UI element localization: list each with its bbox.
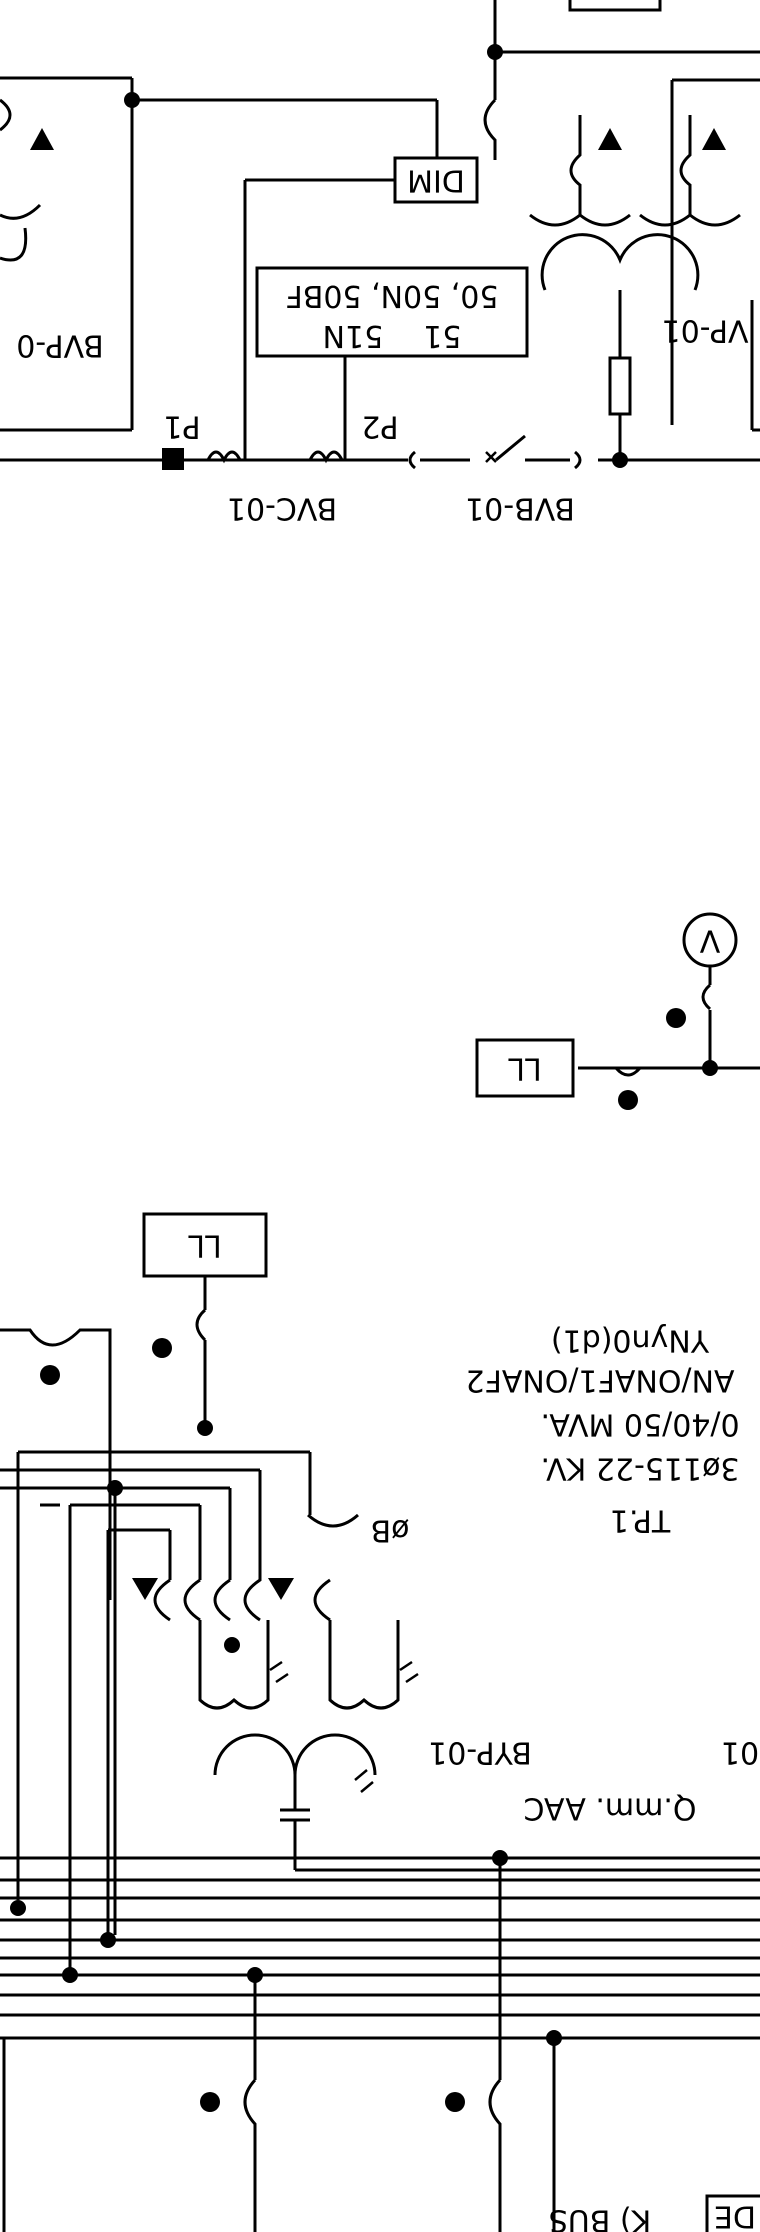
tp-title: TP.1 — [610, 1503, 671, 1538]
phase-b-label: øB — [371, 1513, 410, 1548]
bus-label: K) BUS — [549, 2203, 652, 2232]
bvp-top-left-label: BVP-0 — [16, 328, 104, 363]
dim-meter-box — [393, 156, 479, 204]
bvp-bottom-label: BYP-01 — [428, 1735, 532, 1770]
ll-lower-label: LL — [188, 1228, 222, 1263]
ll-upper-label: LL — [508, 1051, 542, 1086]
dim-label: DIM — [407, 163, 465, 198]
voltmeter-section: V LL — [475, 912, 760, 1110]
bvb-label: BVB-01 — [465, 491, 575, 526]
p1-terminal — [162, 448, 184, 470]
de-box-label: DE — [714, 2199, 756, 2232]
ll-lower-box — [142, 1212, 268, 1278]
tp-cooling: AN/ONAF1/ONAF2 — [465, 1363, 734, 1398]
cable-spec-label: Q.mm. AAC — [524, 1791, 697, 1826]
tp-rating: 0/40/50 MVA. — [540, 1407, 739, 1442]
transformer-nameplate: TP.1 3ø115-22 KV. 0/40/50 MVA. AN/ONAF1/… — [465, 1323, 739, 1538]
tp-voltage: 3ø115-22 KV. — [540, 1451, 739, 1486]
ll-upper-box — [475, 1038, 575, 1098]
relay-function-line2: 50, 50N, 50BF — [286, 278, 499, 313]
cable-suffix-label: 01 — [721, 1735, 759, 1770]
relay-function-line1: 5151N — [323, 318, 462, 353]
protection-relay-box — [255, 266, 529, 358]
relay-text: 5151N 50, 50N, 50BF — [286, 278, 499, 353]
voltmeter-label: V — [699, 923, 720, 958]
bvp-top-right-label: VP-01 — [662, 313, 749, 348]
p1-label: P1 — [163, 409, 200, 444]
p2-label: P2 — [361, 409, 398, 444]
tp-vector-group: YNyn0(d1) — [551, 1323, 710, 1358]
lower-transformer-section: LL øB — [0, 1212, 760, 2232]
bvc-label: BVC-01 — [227, 491, 337, 526]
top-feeder-section: DIM 5151N 50, 50N, 50BF P1 P2 BVC-01 BVB… — [0, 0, 760, 526]
